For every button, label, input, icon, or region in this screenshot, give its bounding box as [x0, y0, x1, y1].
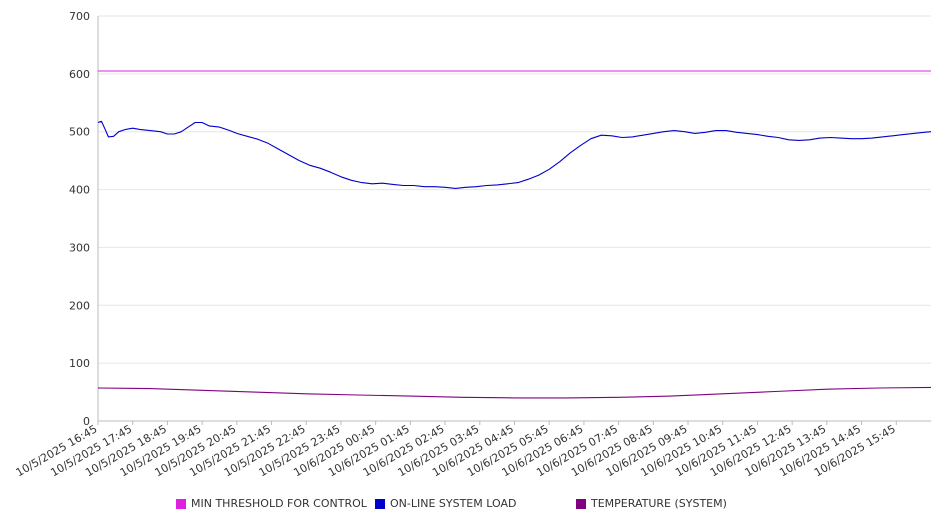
legend-swatch-system-load — [375, 498, 385, 509]
y-tick-label: 0 — [83, 415, 90, 428]
legend-label-system-load: ON-LINE SYSTEM LOAD — [390, 497, 517, 510]
legend-item-temperature: TEMPERATURE (SYSTEM) — [576, 497, 727, 510]
legend-swatch-temperature — [576, 498, 586, 509]
legend-label-temperature: TEMPERATURE (SYSTEM) — [591, 497, 727, 510]
legend-item-system-load: ON-LINE SYSTEM LOAD — [375, 497, 516, 510]
series-line-system-load — [97, 120, 932, 189]
y-tick-label: 100 — [69, 357, 90, 370]
legend: MIN THRESHOLD FOR CONTROL ON-LINE SYSTEM… — [0, 497, 946, 515]
legend-label-min-threshold: MIN THRESHOLD FOR CONTROL — [191, 497, 367, 510]
axes — [97, 16, 931, 425]
y-tick-label: 700 — [69, 10, 90, 23]
y-tick-label: 500 — [69, 126, 90, 139]
y-tick-label: 600 — [69, 68, 90, 81]
line-chart: 0 100 200 300 400 500 600 700 10/5/2025 16:4510… — [14, 10, 932, 479]
series-lines — [97, 70, 932, 399]
legend-swatch-min-threshold — [176, 498, 186, 509]
grid-lines — [98, 15, 931, 364]
y-tick-label: 400 — [69, 184, 90, 197]
y-tick-label: 300 — [69, 241, 90, 254]
legend-item-min-threshold: MIN THRESHOLD FOR CONTROL — [176, 497, 367, 510]
series-line-temperature — [97, 386, 932, 399]
y-axis-tick-labels: 0 100 200 300 400 500 600 700 — [69, 10, 90, 428]
y-tick-label: 200 — [69, 299, 90, 312]
